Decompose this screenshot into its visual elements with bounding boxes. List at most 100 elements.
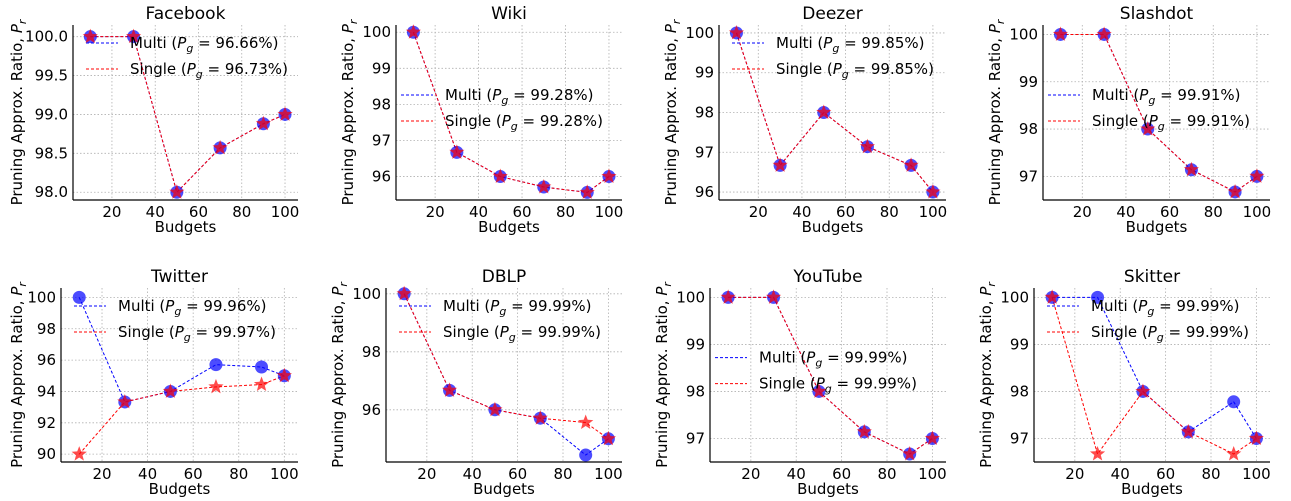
y-tick-label: 100 [685,24,714,42]
data-point-single [1249,168,1265,183]
data-point-single [169,184,185,199]
x-tick-label: 80 [877,465,896,483]
subplot-title: YouTube [792,267,862,287]
legend-entry-multi: Multi (Pg = 99.91%) [1092,86,1240,107]
x-axis-label: Budgets [802,218,864,236]
x-tick-label: 40 [469,203,488,221]
y-axis-label: Pruning Approx. Ratio, Pr [977,281,998,468]
data-point-single [1135,383,1151,398]
y-tick-label: 100 [1009,25,1038,43]
y-tick-label: 100 [676,288,705,306]
data-point-single [1044,289,1060,304]
x-tick-label: 100 [1243,203,1272,221]
data-point-single [82,28,98,44]
data-point-single [405,24,421,39]
subplot-title: Facebook [146,4,226,24]
series-line-multi [78,297,285,403]
y-tick-label: 97 [372,131,391,149]
legend-entry-multi: Multi (Pg = 99.99%) [443,297,591,318]
x-tick-label: 20 [426,203,445,221]
x-tick-label: 40 [1111,465,1130,483]
x-tick-label: 20 [92,465,111,483]
data-point-multi [72,290,86,304]
data-point-single [1096,26,1112,41]
data-point-single [856,423,872,439]
x-tick-label: 100 [594,465,623,483]
data-point-single [117,393,133,409]
y-tick-label: 100 [1000,288,1029,306]
series-line-single [403,293,609,440]
y-axis-label: Pruning Approx. Ratio, Pr [8,18,29,205]
x-tick-label: 80 [229,465,248,483]
data-point-multi [209,358,223,372]
x-tick-label: 100 [271,203,300,221]
subplot-skitter: 20 40 60 80 100 97 98 99 100 Skitter Budgets Prunin… [977,267,1271,498]
data-point-single [903,157,919,172]
subplot-deezer: 20 40 60 80 100 96 97 98 99 100 Deezer Budgets Pruni… [662,4,947,236]
data-point-single [772,157,788,172]
y-tick-label: 98 [695,104,714,122]
x-axis-label: Budgets [478,218,540,236]
y-tick-label: 97 [1010,429,1029,447]
x-tick-label: 80 [553,465,572,483]
y-tick-label: 96 [695,183,714,201]
y-tick-label: 100 [362,23,391,41]
x-tick-label: 20 [741,465,760,483]
legend-entry-single: Single (Pg = 99.99%) [1091,323,1249,344]
y-tick-label: 98 [372,95,391,113]
legend-entry-multi: Multi (Pg = 99.85%) [776,34,924,55]
y-tick-label: 98 [362,343,381,361]
legend-entry-single: Single (Pg = 99.85%) [776,60,934,81]
data-point-single [441,382,458,397]
subplot-twitter: 20 40 60 80 100 90 92 94 96 98 100 Twitter Budgets Pr… [8,267,299,498]
legend-entry-single: Single (Pg = 99.97%) [118,323,276,344]
data-point-single [1183,161,1200,177]
y-tick-label: 99 [686,335,705,353]
y-axis-label: Pruning Approx. Ratio, Pr [986,18,1007,205]
y-tick-label: 97 [1019,167,1038,185]
subplot-title: Wiki [491,4,527,24]
data-point-single [859,138,876,154]
data-point-single [765,289,782,304]
x-axis-label: Budgets [797,480,859,498]
x-tick-label: 80 [232,203,251,221]
y-tick-label: 98 [1019,120,1038,138]
data-point-single [276,367,292,383]
data-point-single [487,401,503,417]
y-tick-label: 98.0 [35,183,68,201]
data-point-single [811,383,827,398]
legend-entry-multi: Multi (Pg = 96.66%) [130,34,278,55]
series-line-single [78,375,285,455]
y-tick-label: 100 [352,285,381,303]
x-tick-label: 100 [1242,465,1271,483]
data-point-single [162,383,178,398]
series-line-multi [1052,296,1257,439]
subplot-title: Deezer [802,4,862,24]
x-tick-label: 100 [270,465,299,483]
y-tick-label: 90 [37,445,56,463]
x-tick-label: 80 [1201,465,1220,483]
x-tick-label: 40 [146,203,165,221]
y-axis-label: Pruning Approx. Ratio, Pr [329,281,350,468]
data-point-single [449,144,465,159]
x-axis-label: Budgets [149,480,211,498]
subplot-title: Twitter [150,267,208,287]
y-tick-label: 99 [372,59,391,77]
y-tick-label: 98 [686,382,705,400]
y-tick-label: 96 [362,401,381,419]
y-tick-label: 94 [37,382,56,400]
x-axis-label: Budgets [155,218,217,236]
x-tick-label: 100 [595,203,624,221]
data-point-single [255,115,271,131]
x-tick-label: 20 [417,465,436,483]
data-point-multi [1091,290,1105,304]
y-tick-label: 99.5 [35,67,68,85]
legend-entry-multi: Multi (Pg = 99.99%) [1091,297,1239,318]
data-point-single [816,104,832,119]
data-point-single [253,376,270,392]
x-tick-label: 80 [880,203,899,221]
x-tick-label: 20 [749,203,768,221]
subplot-dblp: 20 40 60 80 100 96 98 100 DBLP Budgets Pruning App… [329,267,623,498]
data-point-single [924,430,940,445]
data-point-multi [1227,395,1241,409]
